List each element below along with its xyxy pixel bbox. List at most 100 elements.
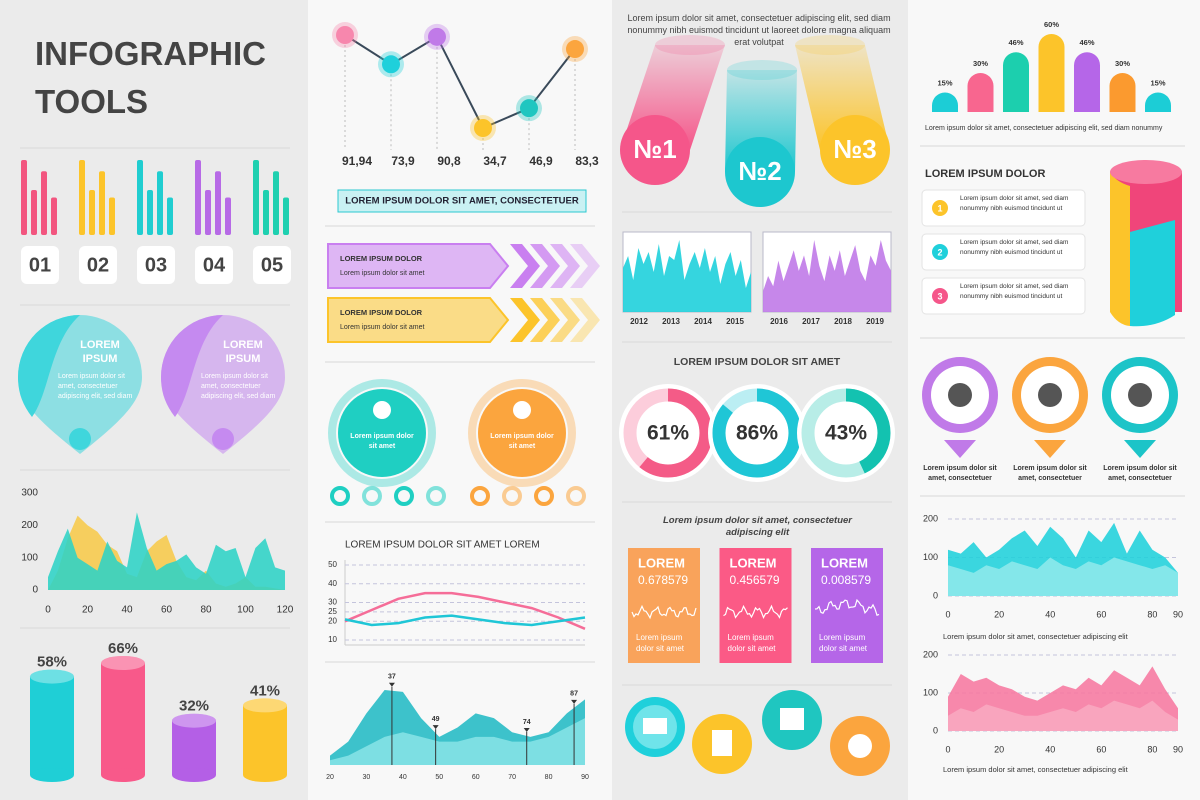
decor-bar	[253, 160, 259, 235]
value-label: 41%	[250, 682, 280, 699]
y-tick-label: 40	[328, 579, 337, 588]
chevron	[510, 298, 540, 342]
y-tick-label: 30	[328, 598, 337, 607]
pin-dot	[212, 428, 234, 450]
value-label: 58%	[37, 654, 67, 671]
pin-text: Lorem ipsum dolor sit amet, consectetuer	[1013, 465, 1087, 482]
value-label: 15%	[1150, 78, 1165, 87]
chevron	[530, 244, 560, 288]
area	[48, 512, 285, 590]
ring	[426, 486, 446, 506]
chevron	[550, 298, 580, 342]
caption: Lorem ipsum dolor sit amet, consectetuer…	[943, 765, 1129, 774]
cylinder-base	[172, 768, 216, 782]
value-label: 73,9	[391, 154, 415, 168]
value-label: 43%	[825, 422, 867, 445]
value-label: 46%	[1079, 38, 1094, 47]
badge-icon	[513, 401, 531, 419]
x-tick-label: 100	[237, 605, 254, 616]
cylinder-front	[1130, 220, 1175, 327]
icon	[848, 734, 872, 758]
decor-bar	[99, 171, 105, 235]
point	[520, 99, 538, 118]
donut-arc	[623, 388, 713, 478]
decor-bar	[51, 197, 57, 235]
beam-top	[795, 35, 865, 55]
y-tick-label: 10	[328, 635, 337, 644]
x-tick-label: 80	[545, 774, 553, 781]
y-tick-label: 20	[328, 616, 337, 625]
card-text: Lorem ipsum dolor sit amet	[727, 633, 776, 653]
card-text: Lorem ipsum dolor sit amet	[636, 633, 685, 653]
x-tick-label: 80	[200, 605, 212, 616]
number-badge	[932, 288, 948, 304]
x-tick-label: 120	[277, 605, 294, 616]
rank-label: №2	[738, 156, 781, 186]
value-label: 83,3	[575, 154, 599, 168]
beam-top	[727, 60, 797, 80]
x-tick-label: 60	[472, 774, 480, 781]
list-text: Lorem ipsum dolor sit amet, sed diam non…	[960, 239, 1069, 256]
value-label: 90,8	[437, 154, 461, 168]
value-label: 91,94	[342, 154, 372, 168]
pin-text: Lorem ipsum dolor sit amet, consectetuer…	[201, 373, 276, 400]
decor-bar	[137, 160, 143, 235]
cylinder-top	[243, 698, 287, 713]
pin-icon-glyph	[1128, 383, 1152, 407]
y-tick-label: 0	[933, 725, 938, 735]
cylinder-top	[172, 713, 216, 728]
icon	[643, 718, 667, 734]
marker-head	[523, 727, 530, 732]
beam-top	[655, 35, 725, 55]
number-badge	[932, 200, 948, 216]
decor-bar	[283, 197, 289, 235]
x-tick-label: 80	[1147, 609, 1157, 619]
bar	[1109, 73, 1136, 112]
x-tick-label: 0	[45, 605, 51, 616]
area	[948, 557, 1178, 596]
x-tick-label: 0	[945, 609, 950, 619]
decor-bar	[205, 190, 211, 235]
decor-bar	[79, 160, 85, 235]
card-text: Lorem ipsum dolor sit amet	[819, 633, 868, 653]
card-title: LOREM	[638, 555, 685, 570]
rank-circle	[620, 115, 690, 185]
x-tick-label: 40	[399, 774, 407, 781]
x-tick-label: 40	[1045, 609, 1055, 619]
icon-row	[625, 690, 890, 776]
label-box	[195, 246, 233, 284]
x-tick-label: 20	[326, 774, 334, 781]
chevron	[570, 244, 600, 288]
bar	[1145, 92, 1171, 112]
x-tick-label: 20	[994, 609, 1004, 619]
point	[474, 119, 492, 137]
cylinder-base	[243, 768, 287, 782]
label-box	[79, 246, 117, 284]
bar	[1038, 34, 1065, 113]
x-tick-label: 60	[161, 605, 173, 616]
number: 1	[937, 203, 942, 213]
x-tick-label: 40	[1045, 744, 1055, 754]
list-item	[921, 189, 1086, 227]
pin-text: Lorem ipsum dolor sit amet, consectetuer…	[58, 373, 133, 400]
decor-bar	[263, 190, 269, 235]
cylinder-top	[30, 669, 74, 684]
x-tick-label: 40	[121, 605, 133, 616]
line	[344, 34, 576, 130]
value-label: 61%	[647, 422, 689, 445]
cylinder-top-shine	[101, 656, 145, 670]
y-tick-label: 0	[32, 585, 38, 596]
pin-shade	[161, 315, 223, 417]
pin-tip	[1124, 440, 1156, 458]
caption: Lorem ipsum dolor sit amet, consectetuer…	[925, 125, 1163, 132]
decor-bar	[41, 171, 47, 235]
card-value: 0.678579	[638, 573, 688, 587]
banner-text: Lorem ipsum dolor sit amet	[340, 270, 424, 277]
value-label: 46%	[1008, 38, 1023, 47]
title: INFOGRAPHIC TOOLS	[35, 35, 266, 120]
banner-text: Lorem ipsum dolor sit amet	[340, 324, 424, 331]
decor-bar	[31, 190, 37, 235]
list-item	[921, 277, 1086, 315]
value-label: 46,9	[529, 154, 553, 168]
